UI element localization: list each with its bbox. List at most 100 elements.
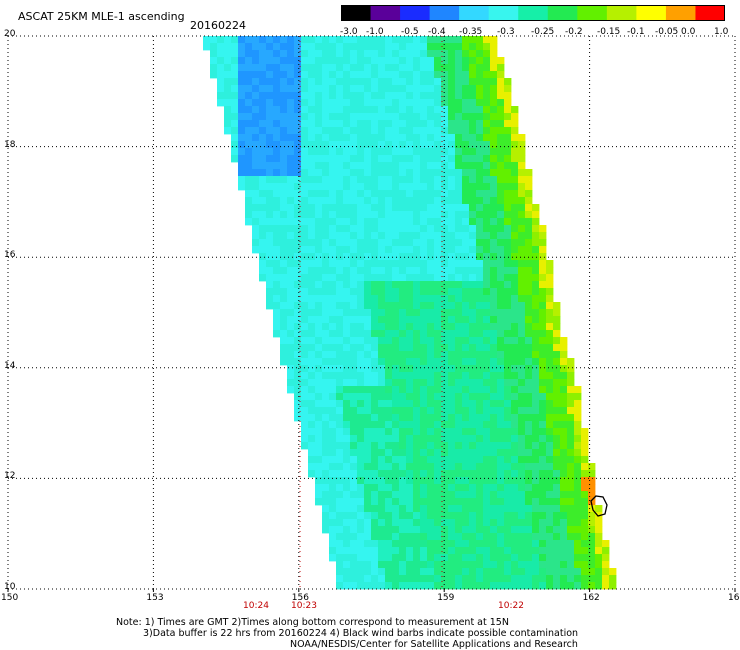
- data-pixel: [371, 246, 379, 254]
- data-pixel: [357, 302, 365, 310]
- data-pixel: [357, 526, 365, 534]
- data-pixel: [364, 183, 372, 191]
- data-pixel: [560, 344, 568, 352]
- data-pixel: [329, 197, 337, 205]
- data-pixel: [399, 330, 407, 338]
- data-pixel: [329, 386, 337, 394]
- data-pixel: [301, 71, 309, 79]
- data-pixel: [413, 43, 421, 51]
- data-pixel: [336, 554, 344, 562]
- data-pixel: [343, 498, 351, 506]
- data-pixel: [525, 204, 533, 212]
- data-pixel: [273, 316, 281, 324]
- data-pixel: [441, 78, 449, 86]
- data-pixel: [308, 239, 316, 247]
- data-pixel: [525, 505, 533, 513]
- data-pixel: [259, 197, 267, 205]
- data-pixel: [357, 232, 365, 240]
- data-pixel: [322, 512, 330, 520]
- data-pixel: [497, 260, 505, 268]
- data-pixel: [490, 526, 498, 534]
- data-pixel: [434, 155, 442, 163]
- data-pixel: [595, 519, 603, 527]
- data-pixel: [490, 372, 498, 380]
- data-pixel: [357, 519, 365, 527]
- data-pixel: [357, 491, 365, 499]
- data-pixel: [399, 113, 407, 121]
- data-pixel: [455, 267, 463, 275]
- data-pixel: [511, 351, 519, 359]
- data-pixel: [336, 302, 344, 310]
- data-pixel: [455, 169, 463, 177]
- data-pixel: [427, 316, 435, 324]
- data-pixel: [420, 85, 428, 93]
- data-pixel: [322, 281, 330, 289]
- data-pixel: [280, 99, 288, 107]
- data-pixel: [497, 71, 505, 79]
- data-pixel: [371, 554, 379, 562]
- data-pixel: [574, 505, 582, 513]
- data-pixel: [364, 400, 372, 408]
- data-pixel: [420, 435, 428, 443]
- data-pixel: [469, 232, 477, 240]
- data-pixel: [497, 169, 505, 177]
- data-pixel: [392, 57, 400, 65]
- data-pixel: [413, 505, 421, 513]
- data-pixel: [462, 533, 470, 541]
- data-pixel: [581, 435, 589, 443]
- data-pixel: [287, 162, 295, 170]
- data-pixel: [413, 155, 421, 163]
- data-pixel: [532, 253, 540, 261]
- data-pixel: [357, 365, 365, 373]
- data-pixel: [567, 449, 575, 457]
- data-pixel: [532, 561, 540, 569]
- data-pixel: [518, 260, 526, 268]
- data-pixel: [252, 57, 260, 65]
- data-pixel: [560, 337, 568, 345]
- data-pixel: [427, 43, 435, 51]
- data-pixel: [469, 568, 477, 576]
- data-pixel: [483, 155, 491, 163]
- data-pixel: [329, 288, 337, 296]
- data-pixel: [406, 260, 414, 268]
- data-pixel: [525, 232, 533, 240]
- data-pixel: [266, 267, 274, 275]
- data-pixel: [504, 428, 512, 436]
- data-pixel: [420, 50, 428, 58]
- data-pixel: [392, 547, 400, 555]
- data-pixel: [259, 127, 267, 135]
- data-pixel: [238, 148, 246, 156]
- data-pixel: [350, 127, 358, 135]
- data-pixel: [294, 330, 302, 338]
- data-pixel: [406, 246, 414, 254]
- data-pixel: [399, 512, 407, 520]
- data-pixel: [364, 505, 372, 513]
- data-pixel: [525, 183, 533, 191]
- data-pixel: [294, 155, 302, 163]
- data-pixel: [574, 421, 582, 429]
- data-pixel: [308, 330, 316, 338]
- data-pixel: [434, 421, 442, 429]
- data-pixel: [343, 134, 351, 142]
- data-pixel: [469, 141, 477, 149]
- data-pixel: [441, 386, 449, 394]
- data-pixel: [469, 113, 477, 121]
- data-pixel: [476, 232, 484, 240]
- data-pixel: [392, 218, 400, 226]
- data-pixel: [546, 540, 554, 548]
- data-pixel: [224, 50, 232, 58]
- data-pixel: [462, 484, 470, 492]
- data-pixel: [609, 575, 617, 583]
- data-pixel: [490, 442, 498, 450]
- data-pixel: [469, 512, 477, 520]
- data-pixel: [245, 176, 253, 184]
- data-pixel: [525, 330, 533, 338]
- data-pixel: [490, 211, 498, 219]
- data-pixel: [441, 155, 449, 163]
- data-pixel: [259, 225, 267, 233]
- data-pixel: [553, 519, 561, 527]
- data-pixel: [518, 421, 526, 429]
- data-pixel: [413, 197, 421, 205]
- data-pixel: [350, 197, 358, 205]
- data-pixel: [252, 92, 260, 100]
